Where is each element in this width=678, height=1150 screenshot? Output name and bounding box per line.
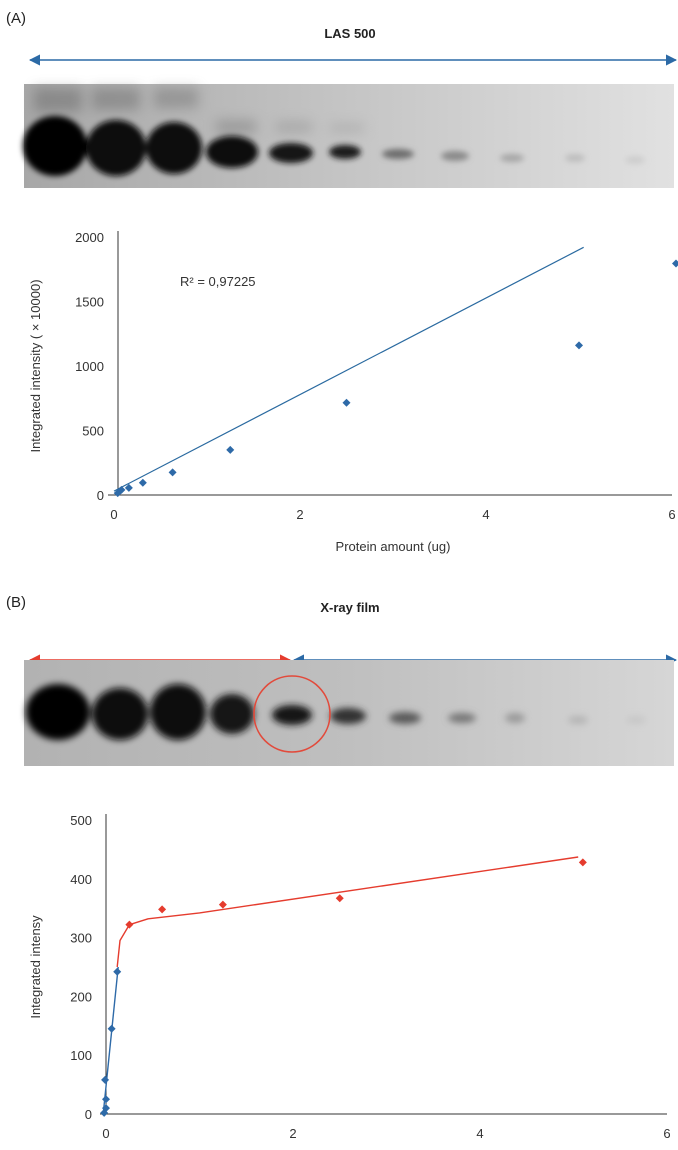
chart-a-y-tick-label: 0 xyxy=(97,488,104,503)
panel-b-blot-title: X-ray film xyxy=(320,600,380,615)
chart-a-data-point xyxy=(226,445,235,454)
chart-b-x-tick-label: 2 xyxy=(289,1126,296,1141)
chart-a-y-tick-label: 500 xyxy=(82,424,104,439)
chart-b-y-tick-label: 400 xyxy=(70,872,92,887)
chart-a-r-squared: R² = 0,97225 xyxy=(180,274,256,289)
chart-b-data-point xyxy=(100,1108,109,1117)
chart-b-series-0-line xyxy=(102,966,119,1115)
chart-a-data-point xyxy=(672,259,678,268)
chart-b-x-tick-label: 4 xyxy=(476,1126,483,1141)
panel-a-blot-title: LAS 500 xyxy=(324,26,376,41)
panel-a-label: (A) xyxy=(6,10,26,27)
chart-b-y-tick-label: 500 xyxy=(70,813,92,828)
chart-a-x-tick-label: 4 xyxy=(482,507,489,522)
chart-b-y-tick-label: 300 xyxy=(70,931,92,946)
chart-a-x-tick-label: 0 xyxy=(110,507,117,522)
panel-b-bands xyxy=(26,684,646,740)
chart-a: 0 2 4 6 0 500 1000 1500 2000 Protein amount (ug) I… xyxy=(28,230,678,554)
panel-b-highlight-circle xyxy=(253,675,331,753)
chart-b-data-point xyxy=(218,900,227,909)
chart-a-y-tick-label: 1000 xyxy=(75,359,104,374)
chart-b-data-point xyxy=(101,1075,110,1084)
chart-a-data-point xyxy=(138,478,147,487)
chart-b-data-point xyxy=(335,894,344,903)
chart-b-data-point xyxy=(113,967,122,976)
chart-b-x-tick-label: 6 xyxy=(663,1126,670,1141)
chart-a-data-point xyxy=(117,485,126,494)
panel-b-label: (B) xyxy=(6,594,26,611)
chart-a-x-axis-title: Protein amount (ug) xyxy=(336,539,451,554)
chart-b-data-point xyxy=(578,858,587,867)
chart-b: 02460100200300400500Protein amount (ug)I… xyxy=(28,813,671,1141)
chart-b-y-axis-title: Integrated intensy xyxy=(28,915,43,1019)
panel-a-blot xyxy=(23,54,678,188)
chart-b-data-point xyxy=(125,920,134,929)
chart-b-y-tick-label: 100 xyxy=(70,1048,92,1063)
chart-a-data-point xyxy=(124,483,133,492)
chart-a-data-point xyxy=(168,468,177,477)
chart-b-data-point xyxy=(102,1095,110,1104)
chart-b-series-1-line xyxy=(116,856,579,968)
chart-a-data-point xyxy=(342,398,351,407)
panel-a-upper-bands xyxy=(34,88,364,134)
chart-b-data-point xyxy=(107,1024,116,1033)
chart-b-data-point xyxy=(158,905,167,914)
chart-a-trendline xyxy=(113,246,584,492)
panel-a-bands xyxy=(23,116,645,176)
chart-a-y-axis-title: Integrated intensity ( × 10000) xyxy=(28,279,43,452)
chart-a-y-tick-label: 1500 xyxy=(75,295,104,310)
chart-a-x-tick-label: 2 xyxy=(296,507,303,522)
chart-b-data-point xyxy=(102,1104,110,1113)
chart-b-y-tick-label: 0 xyxy=(85,1107,92,1122)
panel-b-film xyxy=(24,660,674,766)
chart-b-x-tick-label: 0 xyxy=(102,1126,109,1141)
chart-b-y-tick-label: 200 xyxy=(70,989,92,1004)
chart-a-y-tick-label: 2000 xyxy=(75,230,104,245)
chart-a-data-point xyxy=(575,341,583,350)
chart-a-x-tick-label: 6 xyxy=(668,507,675,522)
